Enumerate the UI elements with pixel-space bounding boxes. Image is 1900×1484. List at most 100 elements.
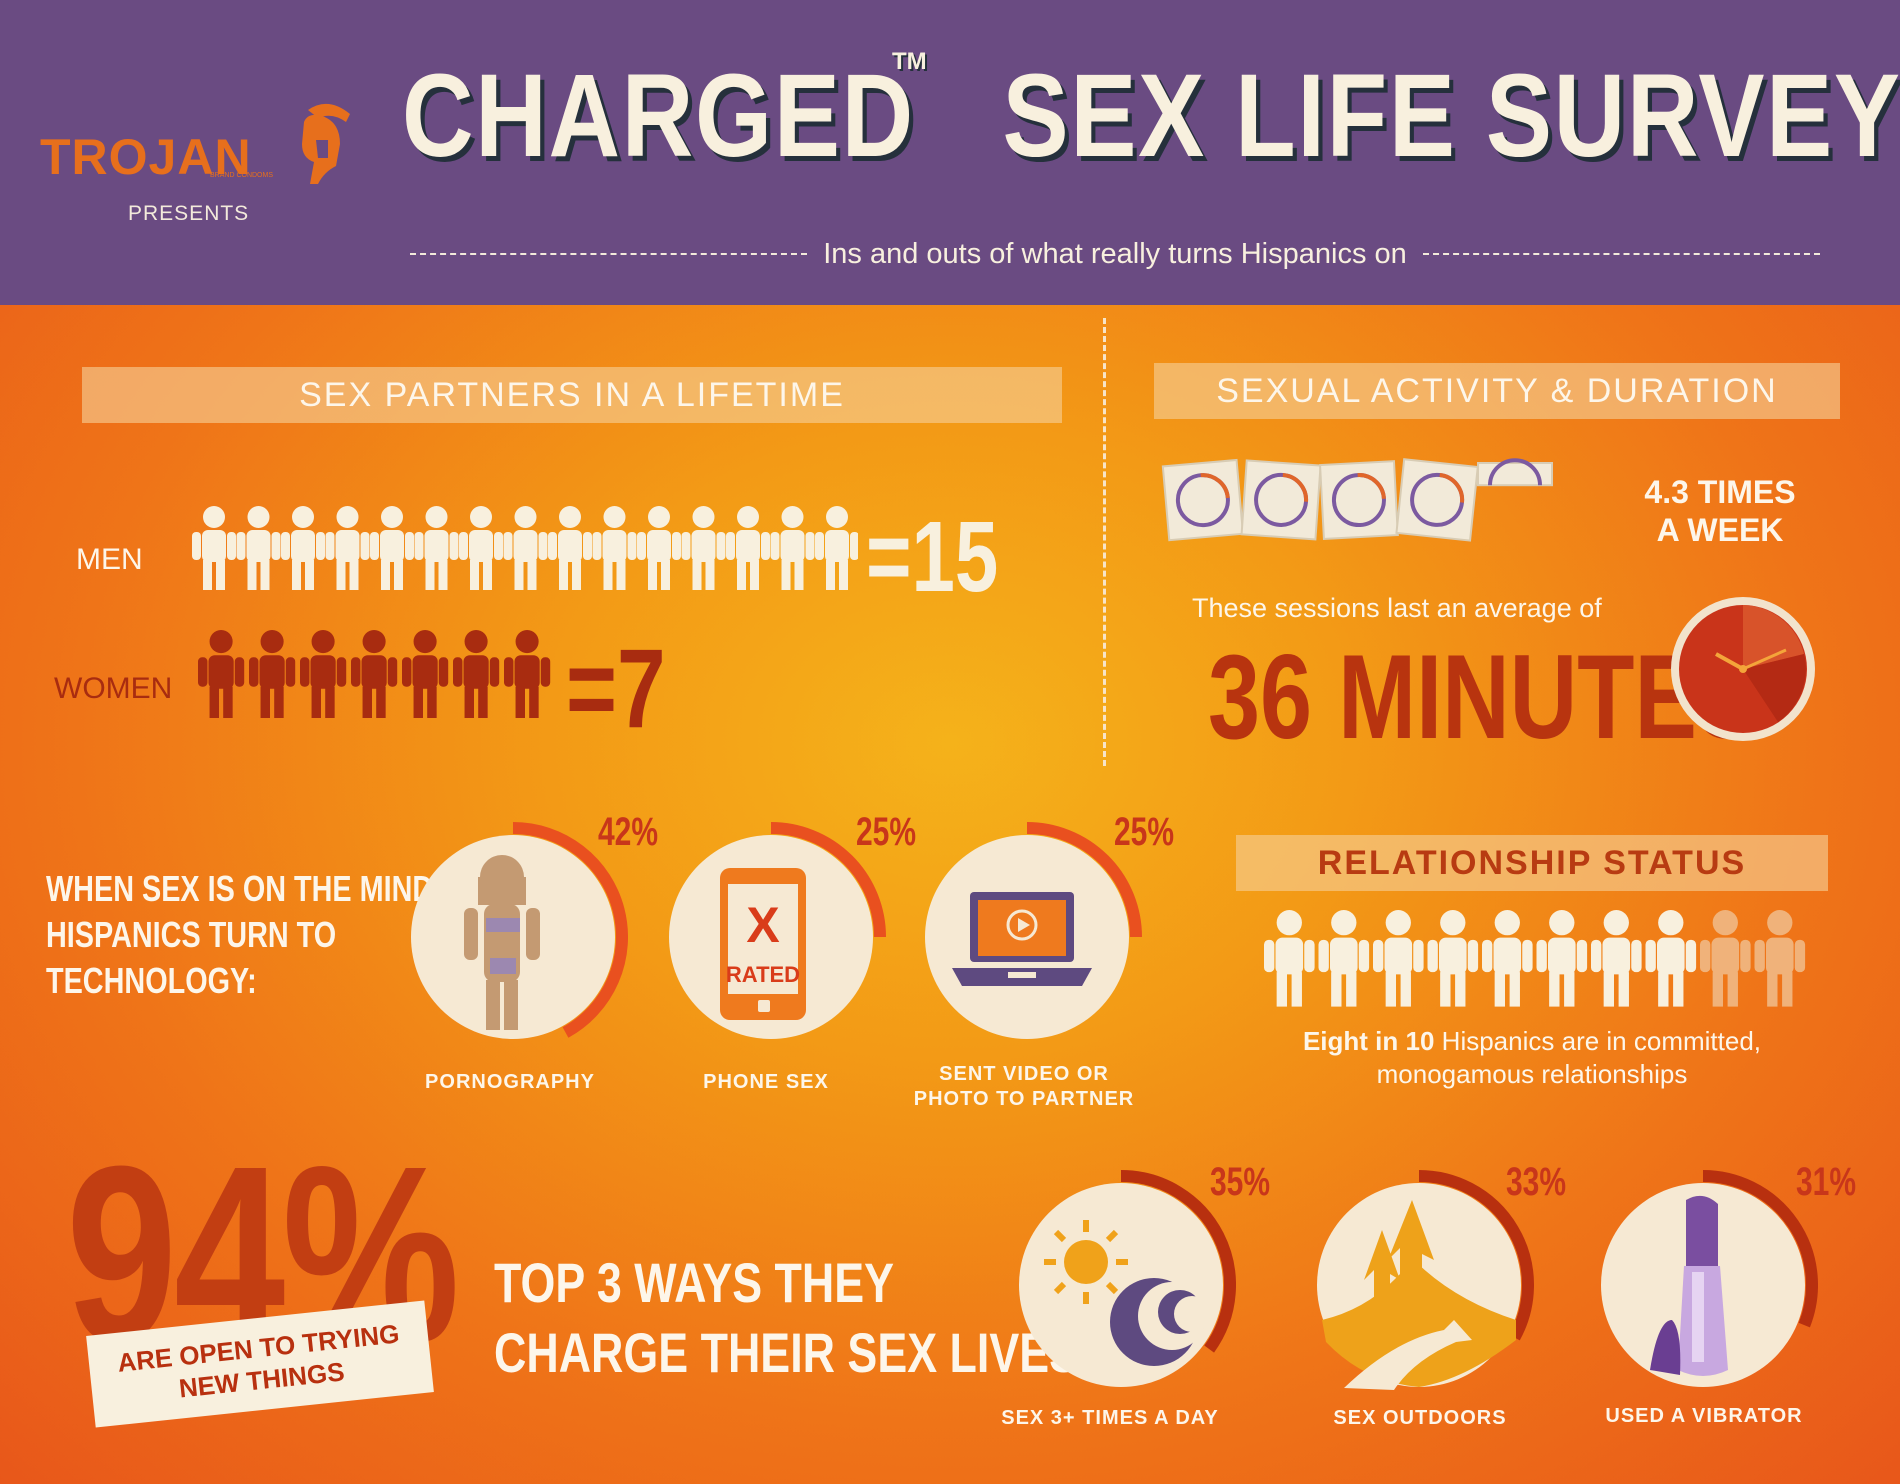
page-title: CHARGED SEX LIFE SURVEY bbox=[402, 48, 1900, 184]
sex-3-times-label: SEX 3+ TIMES A DAY bbox=[1001, 1407, 1219, 1429]
pornography-pct: 42% bbox=[598, 810, 659, 854]
clock-icon bbox=[1671, 597, 1815, 741]
minutes-value: 36 MINUTES bbox=[1208, 630, 1760, 764]
man-icon bbox=[236, 506, 281, 590]
partial-condom-wrapper-icon bbox=[1477, 458, 1553, 487]
man-icon bbox=[281, 506, 325, 590]
relationship-text-line-1: Eight in 10 Hispanics are in committed, bbox=[1232, 1025, 1832, 1058]
subtitle-dash-right bbox=[1422, 253, 1820, 255]
condom-wrapper-icon bbox=[1240, 459, 1322, 541]
man-icon bbox=[681, 506, 726, 590]
sex-3-times-ring bbox=[1019, 1170, 1236, 1387]
phone-sex-ring-arc bbox=[770, 822, 886, 938]
subtitle-row: Ins and outs of what really turns Hispan… bbox=[410, 234, 1820, 274]
times-line-2: A WEEK bbox=[1656, 512, 1784, 548]
video-photo-pct: 25% bbox=[1114, 810, 1175, 854]
committed-person-icon bbox=[1536, 910, 1588, 1007]
activity-heading: SEXUAL ACTIVITY & DURATION bbox=[1154, 363, 1840, 419]
condom-wrapper-icon bbox=[1161, 458, 1245, 542]
logo-subtext: BRAND CONDOMS bbox=[210, 172, 274, 179]
phone-x-text: X bbox=[746, 897, 779, 953]
trees-icon bbox=[1322, 1200, 1516, 1390]
vibrator-ring-arc bbox=[1702, 1170, 1818, 1328]
other-person-icon bbox=[1754, 910, 1806, 1007]
video-photo-label-1: SENT VIDEO OR bbox=[939, 1063, 1109, 1085]
subtitle-dash-left bbox=[410, 253, 808, 255]
person-censored-icon bbox=[464, 855, 540, 1030]
committed-person-icon bbox=[1318, 910, 1370, 1007]
sex-outdoors-ring-arc bbox=[1418, 1170, 1534, 1341]
section-divider bbox=[1103, 318, 1106, 766]
trojan-logo: TROJAN bbox=[40, 129, 252, 185]
partners-heading: SEX PARTNERS IN A LIFETIME bbox=[82, 367, 1062, 423]
title-rest: SEX LIFE SURVEY bbox=[1002, 50, 1900, 182]
top3-heading: TOP 3 WAYS THEY CHARGE THEIR SEX LIVES: bbox=[494, 1248, 1094, 1388]
man-icon bbox=[414, 506, 459, 590]
committed-person-icon bbox=[1264, 910, 1315, 1007]
trademark-mark: TM bbox=[892, 48, 927, 75]
woman-icon bbox=[504, 630, 551, 718]
pornography-ring bbox=[411, 822, 628, 1039]
sex-3-times-pct: 35% bbox=[1210, 1160, 1271, 1204]
man-icon bbox=[592, 506, 637, 590]
times-per-week: 4.3 TIMES A WEEK bbox=[1610, 473, 1830, 549]
top3-line-1: TOP 3 WAYS THEY bbox=[494, 1251, 895, 1314]
woman-icon bbox=[402, 630, 449, 718]
open-label: ARE OPEN TO TRYING NEW THINGS bbox=[116, 1317, 404, 1410]
tech-line-3: TECHNOLOGY: bbox=[46, 960, 257, 1001]
relationship-text-line-2: monogamous relationships bbox=[1376, 1059, 1688, 1089]
video-photo-label-2: PHOTO TO PARTNER bbox=[913, 1088, 1135, 1110]
man-icon bbox=[770, 506, 815, 590]
technology-intro: WHEN SEX IS ON THE MIND, HISPANICS TURN … bbox=[46, 866, 441, 1004]
woman-icon bbox=[300, 630, 347, 718]
condom-wrapper-icon bbox=[1319, 460, 1399, 540]
video-photo-label: SENT VIDEO OR PHOTO TO PARTNER bbox=[894, 1062, 1154, 1112]
pornography-label: PORNOGRAPHY bbox=[425, 1071, 595, 1093]
committed-person-icon bbox=[1645, 910, 1697, 1007]
committed-person-icon bbox=[1427, 910, 1479, 1007]
sex-outdoors-ring bbox=[1317, 1170, 1534, 1390]
phone-sex-ring: X RATED bbox=[669, 822, 886, 1039]
condom-wrappers bbox=[1161, 458, 1553, 542]
man-icon bbox=[325, 506, 370, 590]
men-label: MEN bbox=[76, 543, 143, 576]
phone-icon bbox=[720, 868, 806, 1020]
man-icon bbox=[637, 506, 681, 590]
top3-line-2: CHARGE THEIR SEX LIVES: bbox=[494, 1321, 1094, 1384]
man-icon bbox=[503, 506, 548, 590]
relationship-text: Eight in 10 Hispanics are in committed, … bbox=[1232, 1025, 1832, 1091]
woman-icon bbox=[198, 630, 245, 718]
relationship-people-row bbox=[1264, 910, 1806, 1007]
phone-rated-text: RATED bbox=[726, 962, 800, 987]
man-icon bbox=[815, 506, 858, 590]
title-charged: CHARGED bbox=[402, 50, 915, 182]
man-icon bbox=[459, 506, 503, 590]
women-count: =7 bbox=[566, 626, 666, 751]
vibrator-pct: 31% bbox=[1796, 1160, 1857, 1204]
laptop-video-icon bbox=[952, 892, 1092, 986]
man-icon bbox=[548, 506, 592, 590]
man-icon bbox=[726, 506, 770, 590]
woman-icon bbox=[249, 630, 296, 718]
phone-sex-pct: 25% bbox=[856, 810, 917, 854]
vibrator-ring bbox=[1601, 1170, 1818, 1387]
vibrator-icon bbox=[1650, 1195, 1728, 1376]
video-photo-ring-arc bbox=[1026, 822, 1142, 938]
pornography-ring-arc bbox=[512, 822, 628, 1038]
sex-outdoors-pct: 33% bbox=[1506, 1160, 1567, 1204]
phone-sex-label: PHONE SEX bbox=[703, 1071, 829, 1093]
committed-person-icon bbox=[1482, 910, 1533, 1007]
men-count: =15 bbox=[866, 501, 999, 613]
woman-icon bbox=[453, 630, 500, 718]
committed-person-icon bbox=[1591, 910, 1642, 1007]
man-icon bbox=[192, 506, 236, 590]
times-line-1: 4.3 TIMES bbox=[1644, 474, 1796, 510]
sun-moon-icon bbox=[1044, 1220, 1210, 1366]
men-people-row bbox=[192, 506, 858, 590]
condom-wrapper-icon bbox=[1395, 458, 1479, 542]
tech-line-1: WHEN SEX IS ON THE MIND, bbox=[46, 868, 442, 909]
helmet-icon bbox=[302, 103, 350, 184]
vibrator-label: USED A VIBRATOR bbox=[1605, 1405, 1803, 1427]
women-people-row bbox=[198, 630, 551, 718]
tech-line-2: HISPANICS TURN TO bbox=[46, 914, 337, 955]
